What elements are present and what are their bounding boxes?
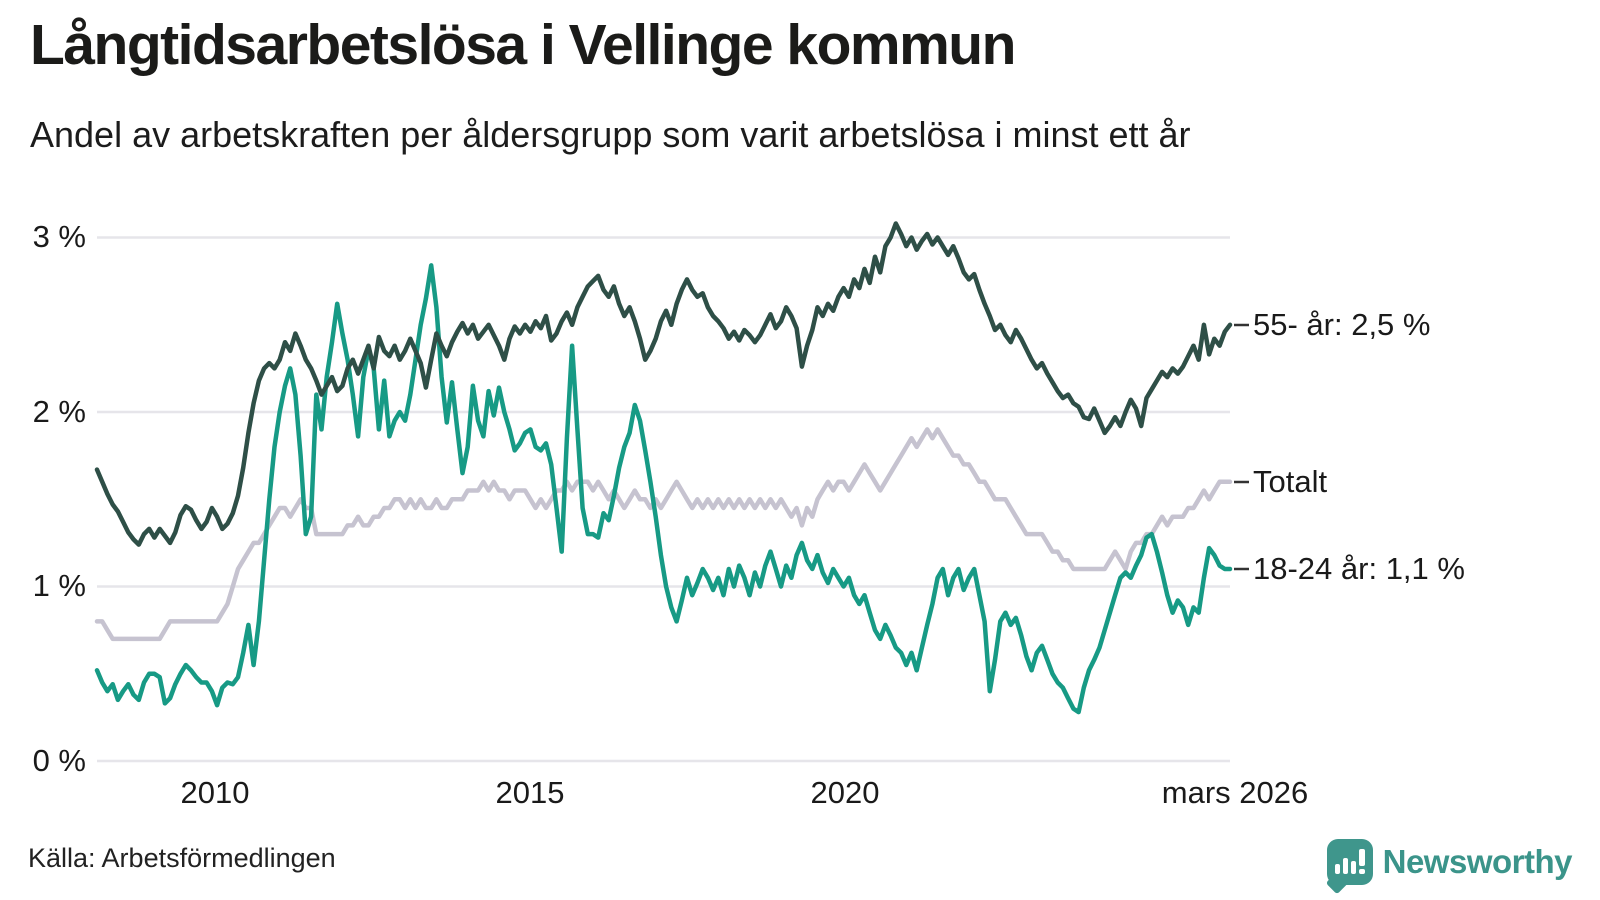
line-chart [94,221,1249,763]
line-18-24-r [94,263,1233,715]
page-title: Långtidsarbetslösa i Vellinge kommun [30,13,1016,77]
y-tick-2: 2 % [32,394,86,429]
series-label-18-24: 18-24 år: 1,1 % [1253,551,1465,586]
exclamation-icon [1358,849,1365,874]
end-label-ticks [1234,323,1249,571]
newsworthy-logo: Newsworthy [1325,836,1573,895]
y-tick-1: 1 % [32,568,86,603]
x-tick-2010: 2010 [180,775,250,810]
source-note: Källa: Arbetsförmedlingen [28,843,336,873]
page-subtitle: Andel av arbetskraften per åldersgrupp s… [30,114,1191,155]
series-label-totalt: Totalt [1253,464,1328,499]
bar-chart-icon [1334,858,1356,874]
x-tick-2020: 2020 [810,775,880,810]
newsworthy-badge-icon [1325,839,1373,895]
x-tick-2015: 2015 [495,775,565,810]
y-tick-0: 0 % [32,743,86,778]
newsworthy-wordmark: Newsworthy [1382,843,1573,880]
series-lines [94,221,1233,715]
y-tick-3: 3 % [32,219,86,254]
series-label-55: 55- år: 2,5 % [1253,307,1431,342]
x-tick-mars-2026: mars 2026 [1161,775,1309,810]
gridlines [97,236,1230,763]
line-totalt [94,427,1233,642]
line-55-r [94,221,1233,547]
